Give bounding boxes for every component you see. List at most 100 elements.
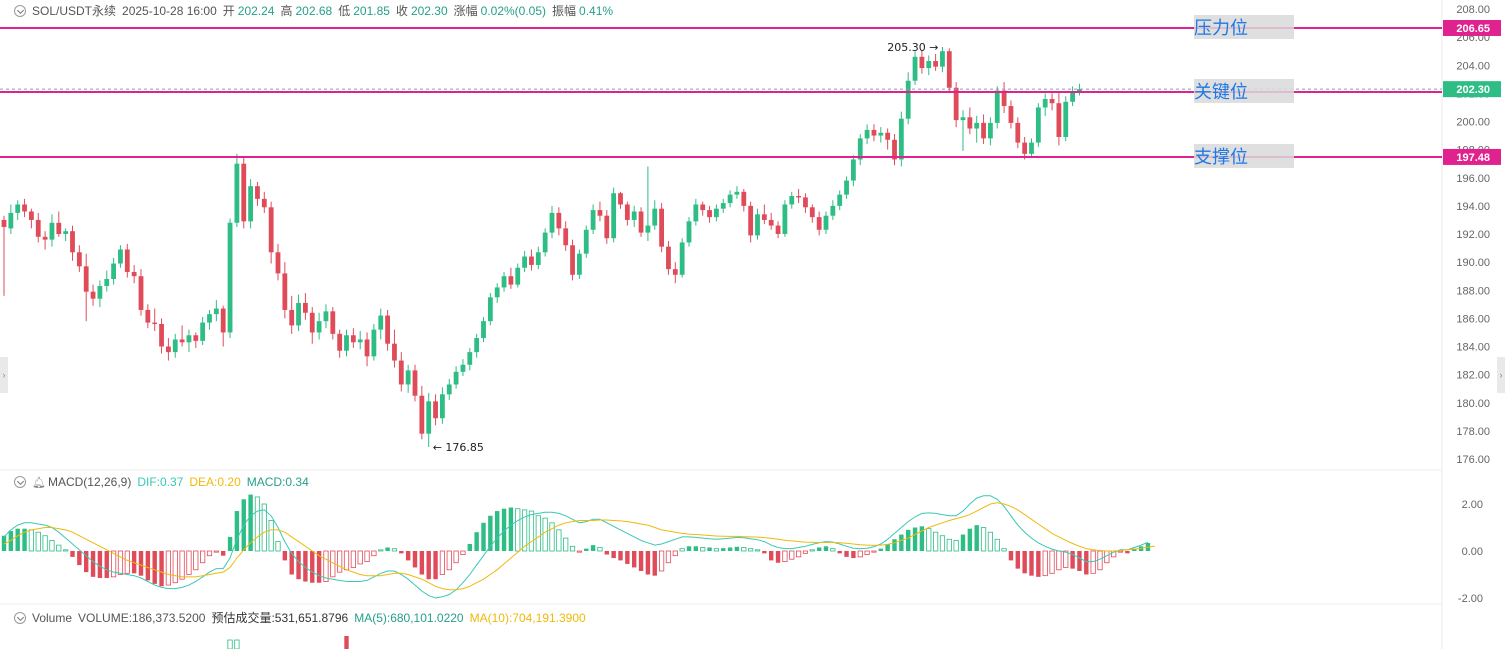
scroll-right-icon[interactable]: ›: [1497, 357, 1505, 393]
candle-body: [207, 314, 212, 323]
macd-histogram-bar: [713, 548, 720, 552]
volume-ma10: MA(10):704,191.3900: [469, 610, 586, 625]
volume-collapse-icon[interactable]: [14, 611, 26, 624]
macd-histogram-bar: [632, 551, 637, 568]
candle-body: [234, 163, 240, 223]
candle-body: [56, 222, 62, 234]
macd-histogram-bar: [933, 531, 939, 552]
collapse-toggle-icon[interactable]: [14, 4, 26, 17]
macd-histogram-bar: [906, 529, 911, 551]
macd-histogram-bar: [22, 528, 27, 551]
candle-body: [734, 191, 740, 195]
macd-histogram-bar: [789, 550, 795, 560]
macd-histogram-bar: [1097, 550, 1103, 571]
candle-body: [138, 276, 144, 310]
candle-body: [90, 291, 96, 299]
candle-body: [535, 252, 541, 265]
candle-body: [686, 221, 692, 243]
macd-histogram-bar: [70, 551, 75, 557]
macd-histogram-bar: [802, 550, 809, 554]
candle-body: [542, 232, 548, 253]
price-tick-label: 186.00: [1456, 313, 1490, 325]
level-annotation-text: 关键位: [1194, 82, 1248, 103]
macd-histogram-bar: [515, 508, 521, 552]
level-annotation-box: [1194, 143, 1294, 168]
macd-histogram-bar: [446, 550, 452, 571]
macd-histogram-bar: [1117, 550, 1124, 553]
candle-body: [919, 56, 925, 69]
candle-body: [22, 204, 27, 212]
macd-histogram-bar: [748, 548, 754, 552]
volume-ma5: MA(5):680,101.0220: [354, 610, 464, 625]
level-annotation-text: 支撑位: [1194, 147, 1248, 168]
level-price-tag-text: 206.65: [1456, 23, 1490, 35]
candle-body: [323, 311, 329, 322]
macd-histogram-bar: [385, 547, 390, 551]
macd-histogram-bar: [576, 550, 583, 553]
macd-histogram-bar: [762, 551, 767, 554]
candle-body: [467, 352, 473, 365]
macd-histogram-bar: [508, 507, 514, 551]
volume-header: Volume VOLUME:186,373.5200 预估成交量:531,651…: [14, 609, 586, 626]
macd-histogram-bar: [809, 549, 815, 552]
candle-body: [768, 219, 774, 226]
macd-histogram-bar: [522, 509, 528, 552]
macd-histogram-bar: [261, 503, 267, 552]
candle-body: [255, 186, 260, 199]
scroll-left-icon[interactable]: ›: [0, 357, 8, 393]
candle-body: [905, 80, 911, 119]
macd-histogram-bar: [310, 551, 315, 583]
candle-body: [782, 204, 788, 234]
candle-body: [851, 159, 856, 181]
candle-body: [398, 360, 404, 385]
candlestick-series: [1, 46, 1082, 448]
candle-body: [193, 335, 199, 341]
price-tick-label: 200.00: [1456, 117, 1490, 129]
candle-body: [700, 204, 706, 211]
candle-body: [624, 204, 630, 220]
macd-histogram-bar: [501, 508, 507, 551]
macd-histogram-bar: [871, 550, 877, 553]
price-tick-label: 208.00: [1456, 4, 1490, 16]
macd-histogram-bar: [741, 547, 747, 552]
candle-body: [960, 117, 966, 121]
symbol-label[interactable]: SOL/USDT永续: [32, 4, 117, 18]
macd-histogram-bar: [542, 517, 548, 552]
macd-histogram-bar: [8, 531, 14, 551]
datetime-label: 2025-10-28 16:00: [122, 3, 217, 18]
candle-body: [933, 61, 938, 67]
macd-histogram-bar: [604, 551, 609, 555]
macd-histogram-bar: [796, 550, 802, 558]
macd-histogram-bar: [816, 547, 822, 551]
volume-value: VOLUME:186,373.5200: [78, 610, 206, 625]
bell-icon[interactable]: 🔔︎: [32, 476, 46, 489]
macd-histogram-bar: [1042, 550, 1048, 577]
candle-body: [213, 308, 219, 315]
macd-histogram-bar: [117, 550, 124, 575]
candle-body: [282, 273, 288, 310]
macd-histogram-bar: [1063, 550, 1069, 568]
macd-histogram-bar: [165, 550, 171, 586]
candle-body: [97, 286, 103, 299]
price-tick-label: 180.00: [1456, 398, 1490, 410]
macd-histogram-bar: [426, 551, 431, 580]
macd-histogram-bar: [268, 520, 274, 552]
candle-body: [1070, 91, 1075, 102]
candle-body: [111, 263, 116, 279]
candle-body: [200, 322, 206, 341]
candle-body: [63, 231, 69, 234]
change-label: 涨幅: [453, 4, 478, 18]
price-tick-label: 178.00: [1456, 426, 1490, 438]
candle-body: [892, 139, 897, 160]
candle-body: [789, 196, 795, 205]
macd-histogram-bar: [337, 550, 343, 573]
level-annotation-box: [1194, 14, 1294, 39]
price-tick-label: 188.00: [1456, 285, 1490, 297]
candle-body: [597, 210, 603, 216]
macd-collapse-icon[interactable]: [14, 476, 26, 488]
macd-histogram-bar: [42, 535, 48, 552]
macd-histogram-bar: [391, 548, 398, 552]
chart-header: SOL/USDT永续 2025-10-28 16:00 开 202.24 高 202…: [14, 2, 613, 19]
macd-panel: 2.00 0.00 -2.00: [1, 494, 1483, 605]
